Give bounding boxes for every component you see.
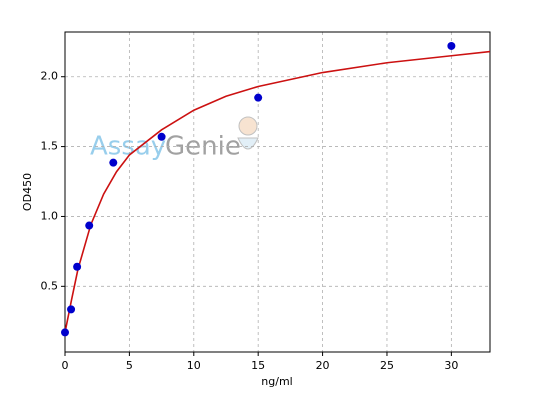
- data-point: [254, 93, 263, 102]
- data-point: [157, 132, 166, 141]
- data-point: [61, 328, 69, 337]
- y-tick-label: 1.0: [41, 209, 59, 222]
- x-tick-label: 30: [444, 359, 458, 372]
- watermark-icon: [237, 116, 259, 150]
- x-tick-label: 15: [251, 359, 265, 372]
- data-point: [73, 262, 82, 271]
- x-tick-label: 5: [126, 359, 133, 372]
- y-tick-label: 2.0: [41, 70, 59, 83]
- x-tick-label: 0: [62, 359, 69, 372]
- y-tick-label: 0.5: [41, 279, 59, 292]
- data-point: [67, 305, 76, 314]
- y-axis-label: OD450: [21, 173, 34, 211]
- fit-curve: [64, 50, 491, 333]
- data-point: [109, 158, 118, 167]
- x-axis-label: ng/ml: [261, 375, 292, 388]
- x-tick-label: 10: [187, 359, 201, 372]
- plot-frame: [64, 31, 491, 353]
- y-tick-label: 1.5: [41, 140, 59, 153]
- x-tick-label: 20: [316, 359, 330, 372]
- data-point: [85, 221, 94, 230]
- data-point: [447, 41, 456, 50]
- x-tick-label: 25: [380, 359, 394, 372]
